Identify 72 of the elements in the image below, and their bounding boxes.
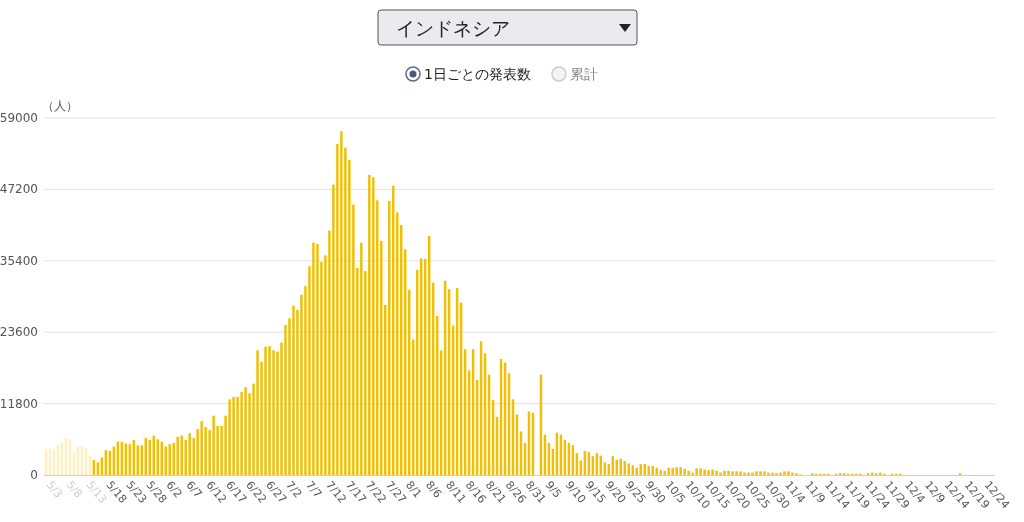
bar: [687, 470, 690, 475]
bar: [695, 468, 698, 475]
bar: [176, 436, 179, 475]
bar: [180, 435, 183, 475]
bar: [264, 346, 267, 475]
text: 累計: [569, 66, 598, 82]
bar: [767, 472, 770, 475]
bar: [188, 433, 191, 475]
bar: [675, 467, 678, 475]
y-tick-label: 11800: [0, 396, 38, 411]
bar: [703, 469, 706, 475]
bar: [671, 467, 674, 475]
bar: [691, 472, 694, 475]
bar: [755, 471, 758, 475]
y-tick-label: 35400: [0, 253, 38, 268]
bar: [747, 472, 750, 475]
bar: [647, 465, 650, 475]
bar: [212, 415, 215, 475]
bar: [655, 467, 658, 475]
bar: [232, 396, 235, 475]
chart-title: インドネシア: [396, 17, 510, 39]
bar: [272, 350, 275, 475]
x-tick-label: 6/7: [183, 478, 205, 501]
bar: [667, 467, 670, 475]
bar: [711, 469, 714, 475]
bar: [743, 472, 746, 475]
bar: [751, 472, 754, 475]
dropdown: インドネシア: [377, 9, 638, 46]
bar: [779, 472, 782, 475]
bar: [739, 471, 742, 475]
bar: [759, 471, 762, 475]
bar: [372, 177, 375, 475]
bar: [723, 470, 726, 475]
bar: [663, 470, 666, 475]
bar: [268, 346, 271, 475]
bar: [312, 242, 315, 475]
x-tick-label: 7/7: [303, 478, 325, 501]
y-tick-label: 59000: [0, 111, 38, 125]
bar: [340, 131, 343, 475]
bar: [715, 470, 718, 475]
bar: [719, 472, 722, 475]
bar: [360, 242, 363, 475]
bar: [316, 243, 319, 475]
bar: [368, 174, 371, 475]
bar: [659, 470, 662, 475]
bar: [168, 444, 171, 475]
bar: [643, 464, 646, 475]
x-tick-label: 8/6: [422, 478, 445, 501]
y-tick-label: 23600: [0, 325, 38, 340]
bar: [683, 468, 686, 475]
bar: [763, 471, 766, 475]
bar: [787, 471, 790, 475]
bar: [791, 472, 794, 475]
bar: [783, 471, 786, 475]
bar: [236, 396, 239, 475]
y-tick-label: 0: [30, 468, 38, 482]
bar: [679, 467, 682, 475]
bar: [244, 387, 247, 475]
y-tick-label: 47200: [0, 182, 38, 197]
bar: [699, 468, 702, 475]
bar: [256, 350, 259, 475]
bar: [727, 470, 730, 475]
bar: [292, 305, 295, 475]
bar: [228, 399, 231, 475]
bar: [735, 471, 738, 475]
bar: [200, 421, 203, 475]
text: 1日ごとの発表数: [424, 66, 531, 82]
y-axis-title: （人）: [42, 99, 78, 113]
bar: [731, 471, 734, 475]
bar: [651, 465, 654, 475]
bar: [707, 470, 710, 475]
bar: [771, 472, 774, 475]
